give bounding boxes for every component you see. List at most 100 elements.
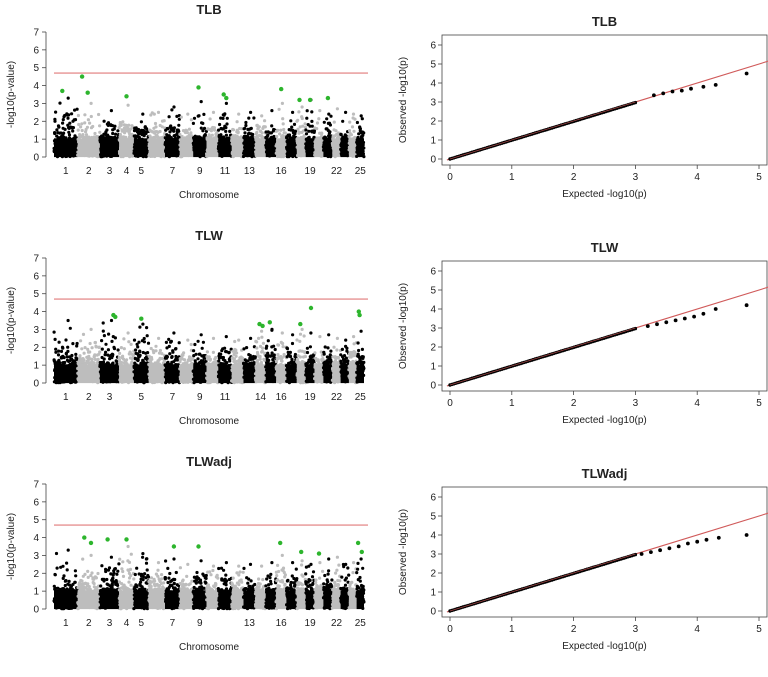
x-tick-label: 2	[571, 398, 577, 409]
snp-point	[223, 346, 227, 350]
snp-point	[138, 350, 142, 354]
snp-point	[219, 352, 223, 356]
snp-point	[121, 120, 125, 124]
snp-point	[168, 352, 172, 356]
snp-point	[270, 124, 274, 128]
snp-point	[160, 125, 164, 129]
snp-point	[162, 359, 167, 363]
plot-frame	[441, 260, 768, 392]
snp-point	[328, 130, 332, 134]
snp-point	[57, 349, 61, 353]
chromosome-25-points	[355, 114, 366, 159]
snp-point	[107, 332, 111, 336]
snp-point	[100, 347, 104, 351]
snp-point	[137, 340, 141, 344]
snp-point	[169, 339, 173, 343]
snp-point	[353, 350, 357, 354]
snp-point	[61, 118, 65, 122]
snp-point	[318, 335, 322, 339]
snp-point	[291, 110, 295, 114]
snp-density-band	[265, 364, 277, 384]
snp-point	[305, 109, 309, 113]
snp-point	[224, 101, 228, 105]
snp-point	[266, 351, 270, 355]
snp-point	[359, 114, 363, 118]
y-tick-label: 6	[33, 45, 39, 56]
snp-point	[199, 100, 203, 104]
snp-point	[75, 107, 79, 111]
snp-point	[130, 132, 134, 136]
snp-point	[112, 127, 116, 131]
snp-point	[201, 129, 205, 133]
chromosome-17-points	[284, 333, 299, 385]
snp-point	[293, 352, 297, 357]
snp-density-band	[243, 138, 256, 158]
snp-point	[67, 133, 72, 137]
y-tick-label: 3	[33, 325, 39, 336]
snp-point	[200, 346, 204, 350]
chromosome-7-points	[163, 105, 182, 159]
snp-point	[192, 349, 196, 353]
snp-point	[202, 112, 206, 116]
snp-point	[303, 125, 307, 129]
snp-point	[81, 133, 85, 137]
snp-point	[245, 346, 249, 350]
snp-point	[205, 357, 210, 361]
snp-density-band	[348, 138, 357, 158]
snp-point	[149, 346, 153, 351]
snp-point	[272, 353, 276, 357]
significant-snp	[267, 320, 272, 325]
snp-point	[100, 339, 104, 343]
x-tick-label: 5	[139, 166, 145, 177]
snp-point	[113, 336, 117, 340]
snp-point	[312, 129, 316, 133]
snp-point	[82, 358, 86, 362]
y-tick-label: 3	[33, 99, 39, 110]
snp-point	[201, 121, 205, 125]
snp-density-band	[165, 364, 180, 384]
snp-point	[83, 113, 87, 117]
snp-point	[172, 126, 176, 130]
y-tick-label: 5	[33, 289, 39, 300]
snp-point	[83, 121, 87, 125]
plot-frame	[441, 34, 768, 166]
snp-density-band	[265, 138, 277, 158]
snp-point	[297, 110, 301, 114]
snp-point	[315, 127, 319, 131]
snp-point	[323, 345, 327, 349]
snp-density-band	[231, 364, 244, 384]
significant-snp	[298, 321, 303, 327]
x-tick-label: 11	[220, 166, 231, 177]
snp-density-band	[305, 364, 315, 384]
snp-point	[232, 357, 236, 361]
x-tick-label: 4	[694, 172, 700, 183]
snp-point	[177, 341, 181, 345]
snp-density-band	[193, 138, 207, 158]
x-tick-label: 7	[170, 392, 176, 403]
chromosome-1-points	[52, 318, 80, 385]
x-tick-label: 9	[197, 392, 203, 403]
snp-point	[204, 129, 208, 133]
snp-point	[116, 129, 120, 133]
y-tick-label: 0	[33, 379, 39, 390]
snp-point	[109, 318, 114, 323]
snp-point	[305, 116, 309, 120]
snp-density-band	[218, 364, 232, 384]
chromosome-9-points	[191, 333, 208, 385]
snp-point	[255, 346, 259, 350]
snp-point	[146, 351, 150, 355]
chromosome-13-points	[242, 336, 257, 384]
snp-point	[158, 129, 162, 134]
qq-tail-point	[713, 83, 718, 87]
y-tick-label: 2	[33, 343, 39, 354]
snp-point	[356, 341, 360, 345]
snp-point	[137, 135, 141, 140]
snp-point	[353, 117, 357, 121]
snp-point	[242, 347, 246, 351]
x-tick-label: 11	[220, 392, 231, 403]
snp-density-band	[218, 138, 232, 158]
snp-point	[113, 124, 117, 128]
snp-density-band	[231, 138, 244, 158]
significant-snp	[279, 86, 284, 92]
chromosome-24-points	[347, 112, 359, 159]
